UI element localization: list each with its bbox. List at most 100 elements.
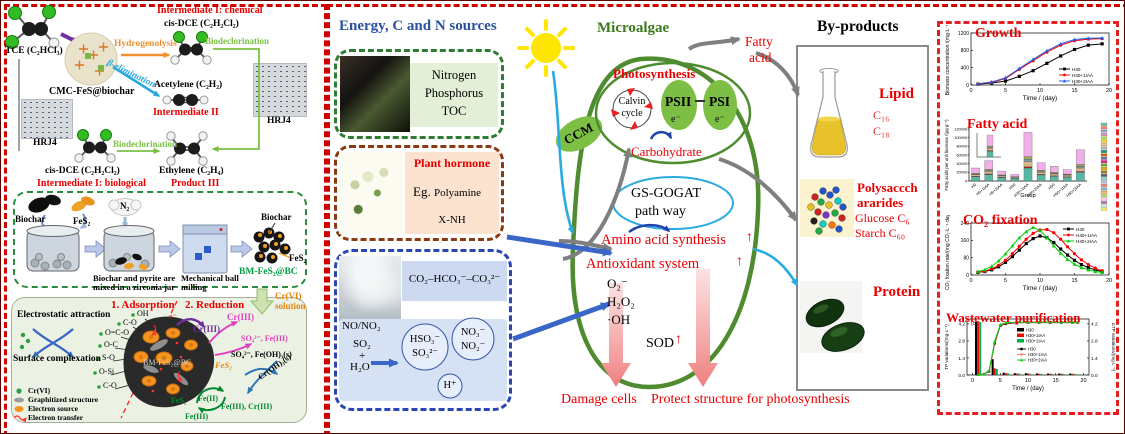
svg-text:800: 800	[961, 48, 970, 54]
polyamine-label: Polyamine	[433, 187, 482, 199]
legend-electron-source: Electron source	[28, 404, 78, 413]
svg-text:15: 15	[1053, 378, 1059, 384]
nutrient-nitrogen: Nitrogen	[431, 68, 477, 82]
blob-label: BM-FeS₂@BC	[143, 358, 192, 367]
cis-dce-bottom-label: cis-DCE (C₂H₂Cl₂)	[45, 166, 120, 176]
carbon-species-box	[402, 261, 507, 301]
nutrient-phosphorus: Phosphorus	[424, 86, 484, 100]
svg-text:Time / (day): Time / (day)	[1012, 386, 1044, 392]
flue-gas-box	[334, 249, 512, 411]
fe3-cr3-label: Fe(III), Cr(III)	[221, 402, 273, 411]
svg-text:H30+2IAA: H30+2IAA	[1072, 79, 1094, 84]
svg-text:5: 5	[999, 378, 1002, 384]
group-oco: O=C-O	[105, 328, 130, 337]
no2-ion-label: NO₂⁻	[460, 341, 486, 352]
psi-e-label: e⁻	[715, 114, 725, 125]
svg-text:0: 0	[971, 378, 974, 384]
growth-title: Growth	[975, 26, 1022, 41]
fe2-label: Fe(II)	[198, 394, 218, 403]
svg-text:H30+1IAA: H30+1IAA	[1076, 233, 1098, 238]
svg-text:H30+2IAA: H30+2IAA	[1028, 357, 1047, 362]
svg-text:4.2: 4.2	[958, 322, 965, 328]
protein-label: Protein	[873, 284, 921, 300]
surface-complexation-label: Surface complexation	[13, 354, 101, 364]
psii-label: PSII	[665, 94, 692, 109]
so4-feoh3-label: SO₄²⁻, Fe(OH)₃(s)	[231, 350, 292, 359]
ethylene-label: Ethylene (C₂H₄)	[159, 166, 224, 176]
group-oh: OH	[137, 309, 149, 318]
intermediate1-biological-label: Intermediate I: biological	[37, 178, 146, 189]
hrj4-micrograph-right	[253, 63, 307, 117]
svg-text:0: 0	[966, 83, 969, 89]
amino-up-arrow: ↑	[746, 230, 753, 245]
carbohydrate-label: Carbohydrate	[631, 144, 702, 159]
carbon-species-label: CO₂–HCO₃⁻–CO₃²⁻	[408, 273, 501, 285]
group-co2: C-O	[103, 381, 117, 390]
nutrient-list-box	[410, 63, 498, 127]
mix-caption-2: mixed in a zirconia jar	[93, 282, 175, 292]
lipid-label: Lipid	[879, 86, 915, 102]
biodeclorination-bottom-label: Biodeclorination	[113, 139, 178, 149]
svg-text:H0: H0	[970, 182, 978, 190]
fatty-acid-title: Fatty acid	[967, 117, 1028, 132]
svg-text:0.0: 0.0	[1091, 373, 1098, 379]
growth-chart: 0 5 10 15 20 0 400 800 1200 Time / (day) Biomass c…	[941, 25, 1116, 119]
svg-text:4.2: 4.2	[1091, 322, 1098, 328]
svg-text:240: 240	[961, 221, 970, 227]
svg-text:100000: 100000	[954, 136, 967, 140]
svg-text:0: 0	[969, 88, 972, 94]
svg-text:H30: H30	[1076, 227, 1085, 232]
calvin-label-2: cycle	[621, 108, 643, 119]
svg-text:Time / (day): Time / (day)	[1023, 285, 1057, 292]
svg-text:10: 10	[1037, 278, 1043, 284]
cmc-label: CMC-FeS@biochar	[49, 86, 135, 97]
biochar-label: Biochar	[15, 214, 46, 224]
svg-text:Time / (day): Time / (day)	[1023, 95, 1057, 102]
svg-text:0: 0	[969, 278, 972, 284]
svg-text:10: 10	[1037, 88, 1043, 94]
amino-label: Amino acid synthesis	[601, 232, 726, 248]
sod-up-arrow: ↑	[675, 332, 682, 347]
svg-text:Fatty acids per unit biomass /: Fatty acids per unit biomass /(μg·g⁻¹)	[944, 119, 949, 191]
legend-graphitized: Graphitized structure	[28, 395, 99, 404]
mix-caption-1: Biochar and pyrite are	[93, 273, 176, 283]
xnh-label: X-NH	[438, 214, 466, 226]
fe3-label: Fe(III)	[185, 412, 209, 421]
svg-text:H30: H30	[1072, 67, 1081, 72]
crvi-solution-2: solution	[275, 301, 306, 311]
hrj4-left-label: HRJ4	[33, 138, 57, 148]
svg-text:CO₂ fixation rate/(mg CO₂·L⁻¹·: CO₂ fixation rate/(mg CO₂·L⁻¹·day⁻¹)	[945, 215, 951, 290]
electrostatic-label: Electrostatic attraction	[17, 310, 111, 320]
product3-label: Product III	[171, 178, 220, 189]
c18-label: C₁₈	[873, 124, 890, 138]
svg-text:20: 20	[1106, 278, 1112, 284]
no3-label: NO₃⁻	[460, 327, 486, 338]
nutrient-source-box	[334, 49, 504, 139]
svg-text:H30+2IAA: H30+2IAA	[1026, 338, 1045, 343]
hso3-label: HSO₃⁻	[409, 334, 441, 345]
group-so: S-O	[102, 353, 115, 362]
wastewater-photo	[340, 56, 410, 132]
svg-text:Biomass concentration /(mg·L⁻¹: Biomass concentration /(mg·L⁻¹)	[945, 25, 951, 95]
svg-text:0: 0	[965, 179, 967, 183]
milling-caption-1: Mechanical ball	[181, 273, 239, 283]
svg-text:H30+1IAA: H30+1IAA	[1026, 333, 1045, 338]
crvi-solution-1: Cr(VI)	[275, 291, 302, 301]
h2o-label: H₂O	[350, 361, 370, 373]
svg-text:160: 160	[961, 238, 970, 244]
protein-photo-bg	[800, 281, 862, 353]
svg-text:H50: H50	[1047, 182, 1056, 191]
polysaccharide-photo-bg	[800, 179, 854, 237]
byproducts-title: By-products	[817, 18, 899, 35]
ros-oh: ·OH	[607, 312, 631, 327]
co2-fixation-chart: 0 5 10 15 20 0 80 160 240 Time / (day) CO₂ fixatio…	[941, 215, 1116, 311]
ros-h2o2: H₂O₂	[607, 294, 635, 309]
gs-gogat-label-1: GS-GOGAT	[631, 186, 701, 201]
photosynthesis-label: Photosynthesis	[613, 66, 696, 81]
svg-text:H30+1IAA: H30+1IAA	[1028, 352, 1047, 357]
left-panel-border	[4, 4, 327, 433]
svg-text:5: 5	[1004, 88, 1007, 94]
fes2-blob-label: FeS₂	[215, 360, 233, 370]
cr3-purple-label: Cr(III)	[193, 324, 220, 334]
